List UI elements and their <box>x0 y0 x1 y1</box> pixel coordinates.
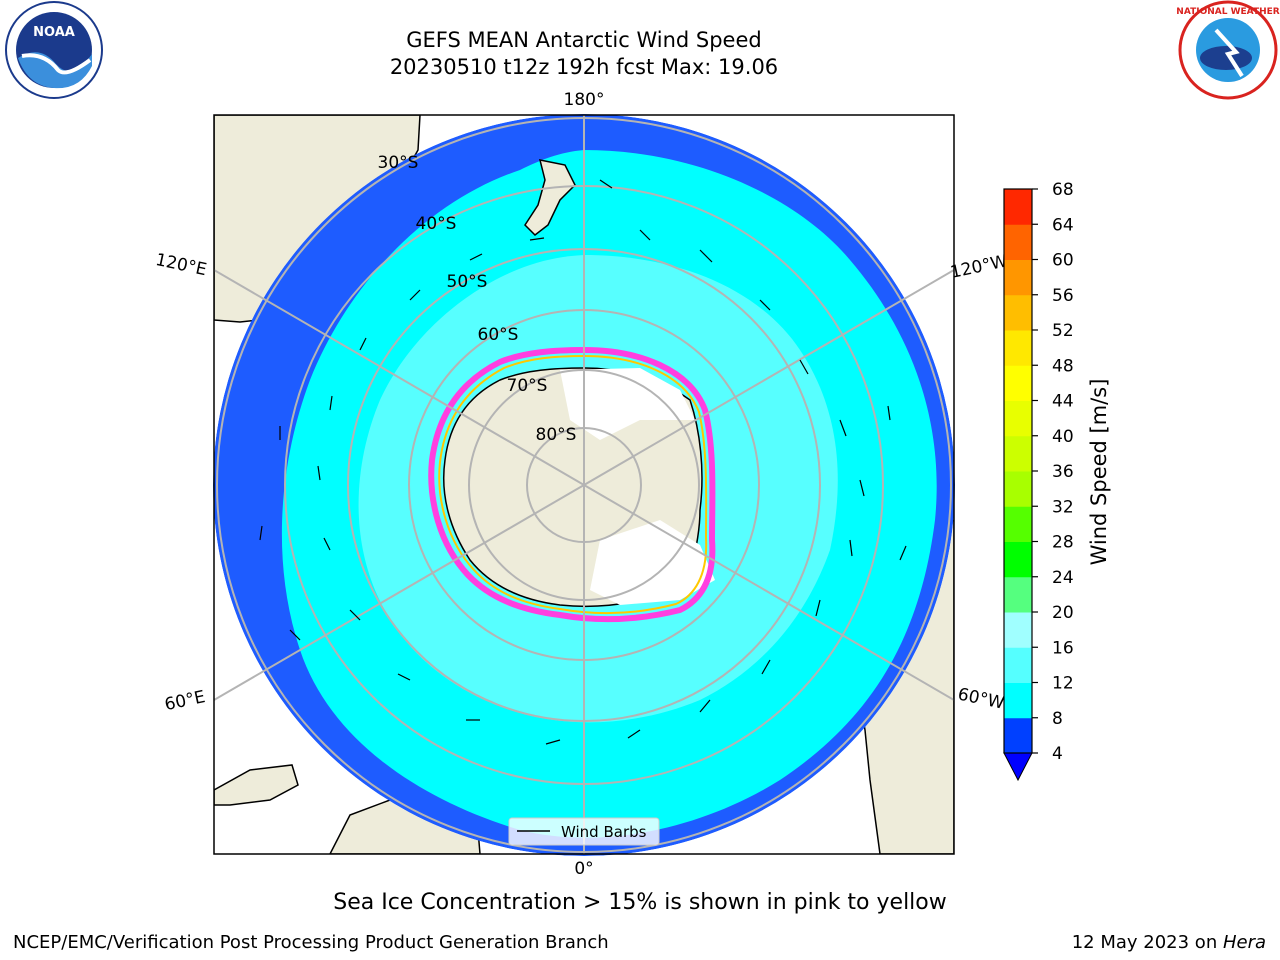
lat-label-30s: 30°S <box>378 153 419 173</box>
colorbar-segment <box>1004 224 1032 260</box>
lat-label-50s: 50°S <box>447 272 488 292</box>
map-frame <box>213 114 955 855</box>
colorbar-tick-label: 44 <box>1052 392 1074 412</box>
land-new-zealand <box>524 159 576 236</box>
credit-date-text: 12 May 2023 on <box>1071 932 1223 953</box>
lon-label-180: 180° <box>564 90 605 110</box>
colorbar-extend-triangle <box>1003 752 1033 782</box>
noaa-logo: NOAA <box>5 1 103 99</box>
lat-label-60s: 60°S <box>478 325 519 345</box>
colorbar-label: Wind Speed [m/s] <box>1087 379 1111 566</box>
colorbar-tick-label: 68 <box>1052 180 1074 200</box>
colorbar-tick-label: 12 <box>1052 674 1074 694</box>
colorbar-segment <box>1004 471 1032 507</box>
colorbar-segment <box>1004 506 1032 542</box>
chart-title: GEFS MEAN Antarctic Wind Speed <box>406 28 762 52</box>
colorbar-tick-label: 24 <box>1052 568 1074 588</box>
colorbar-segment <box>1004 435 1032 472</box>
colorbar-segment <box>1004 400 1032 437</box>
colorbar-segment <box>1004 541 1032 578</box>
colorbar-tick-label: 48 <box>1052 356 1074 376</box>
credit-branch: NCEP/EMC/Verification Post Processing Pr… <box>13 932 609 953</box>
legend-label: Wind Barbs <box>561 823 647 841</box>
svg-text:NATIONAL WEATHER: NATIONAL WEATHER <box>1176 7 1279 17</box>
colorbar-segment <box>1004 717 1032 754</box>
credit-host: Hera <box>1222 932 1266 953</box>
colorbar-segment <box>1004 189 1032 225</box>
colorbar-tick-label: 56 <box>1052 286 1074 306</box>
lat-label-40s: 40°S <box>416 214 457 234</box>
graticule <box>214 115 954 854</box>
colorbar-segment <box>1004 259 1032 296</box>
ice-shelf-ross <box>560 368 695 440</box>
lat-label-70s: 70°S <box>507 376 548 396</box>
lat-label-80s: 80°S <box>536 425 577 445</box>
colorbar-tick-label: 52 <box>1052 321 1074 341</box>
nws-logo: NATIONAL WEATHER <box>1176 0 1280 100</box>
colorbar-tick-label: 20 <box>1052 603 1074 623</box>
colorbar-segment <box>1004 294 1032 331</box>
colorbar-segment <box>1004 612 1032 648</box>
colorbar-segment <box>1004 330 1032 366</box>
colorbar-tick-label: 60 <box>1052 251 1074 271</box>
colorbar-tick-label: 8 <box>1052 709 1063 729</box>
map-legend: Wind Barbs <box>508 817 660 846</box>
land-madagascar <box>214 764 299 806</box>
colorbar-tick-label: 36 <box>1052 462 1074 482</box>
colorbar-segment <box>1004 647 1032 683</box>
colorbar-segment <box>1004 682 1032 719</box>
sea-ice-inner <box>438 354 708 615</box>
lon-label-0: 0° <box>574 859 593 879</box>
colorbar-tick-label: 40 <box>1052 427 1074 447</box>
sea-ice-edge <box>428 346 716 623</box>
colorbar-tick-label: 16 <box>1052 638 1074 658</box>
colorbar-tick-label: 64 <box>1052 215 1074 235</box>
colorbar-segment <box>1004 576 1032 613</box>
wind-barbs <box>259 179 907 745</box>
colorbar-tick-label: 28 <box>1052 533 1074 553</box>
colorbar-tick-label: 4 <box>1052 744 1063 764</box>
colorbar-tick-label: 32 <box>1052 497 1074 517</box>
sea-ice-caption: Sea Ice Concentration > 15% is shown in … <box>333 890 947 915</box>
colorbar-segment <box>1004 365 1032 401</box>
chart-subtitle: 20230510 t12z 192h fcst Max: 19.06 <box>389 55 779 79</box>
credit-date: 12 May 2023 on Hera <box>1072 932 1266 953</box>
svg-text:NOAA: NOAA <box>33 25 75 40</box>
